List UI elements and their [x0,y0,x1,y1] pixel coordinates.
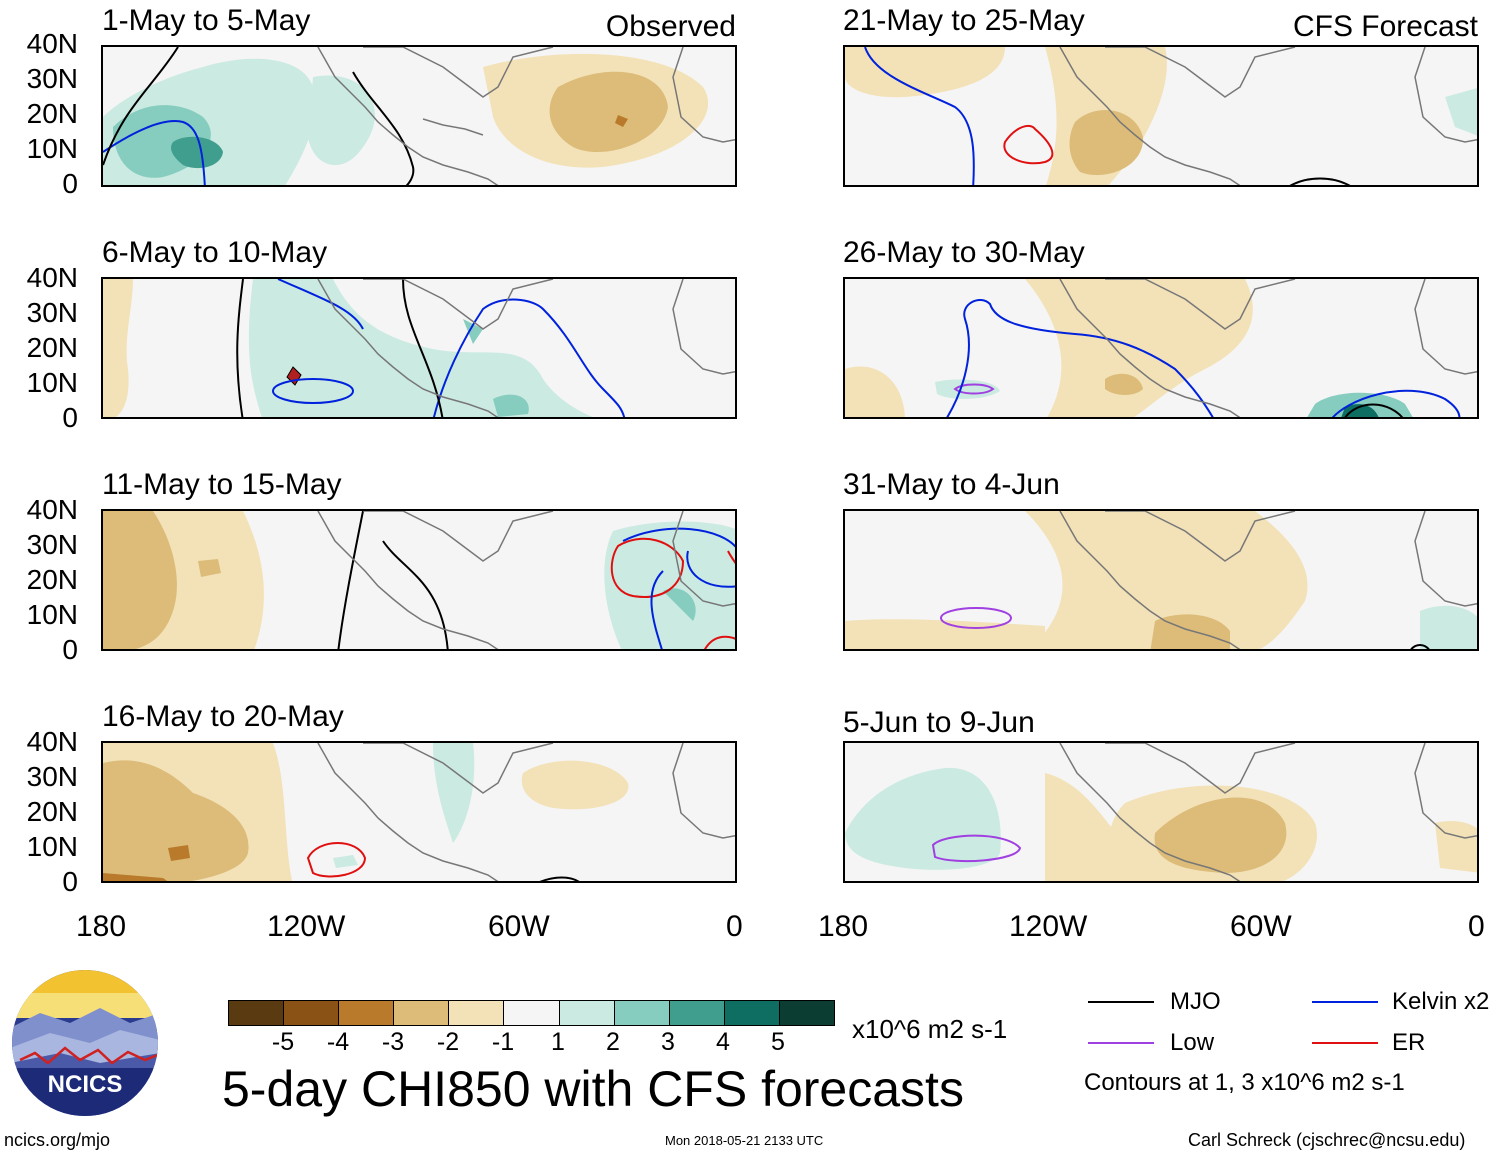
y-tick-40n: 40N [26,494,78,525]
colorbar-swatch [283,1001,339,1025]
colorbar-tick-label: 3 [661,1028,675,1056]
main-title: 5-day CHI850 with CFS forecasts [222,1061,964,1117]
panel-title-left-4: 16-May to 20-May [102,700,344,733]
legend-note: Contours at 1, 3 x10^6 m2 s-1 [1084,1069,1405,1096]
colorbar-tick-label: -3 [381,1028,405,1056]
legend-label-er: ER [1392,1029,1426,1056]
colorbar-swatch [723,1001,779,1025]
panel-title-right-3: 31-May to 4-Jun [843,468,1060,501]
colorbar-swatch [613,1001,669,1025]
map-panel-right-2 [843,277,1479,419]
footer-timestamp: Mon 2018-05-21 2133 UTC [665,1133,824,1148]
colorbar-tick-label: -1 [491,1028,515,1056]
map-panel-right-4 [843,741,1479,883]
y-tick-0: 0 [62,634,78,665]
legend-swatch-er [1312,1042,1378,1044]
colorbar-tick-label: -4 [326,1028,350,1056]
x-tick-180: 180 [76,910,127,943]
y-tick-20n: 20N [26,796,78,827]
y-tick-0: 0 [62,168,78,199]
y-tick-30n: 30N [26,529,78,560]
map-panel-left-1 [101,45,737,187]
x-tick-180: 180 [818,910,869,943]
panel-title-left-3: 11-May to 15-May [102,468,342,501]
cfs-forecast-label: CFS Forecast [1292,10,1478,43]
legend-label-mjo: MJO [1170,988,1221,1015]
map-panel-right-3 [843,509,1479,651]
colorbar-swatch [503,1001,559,1025]
colorbar-swatch [558,1001,614,1025]
x-tick-120w: 120W [267,910,346,943]
legend-swatch-mjo [1088,1001,1154,1003]
map-panel-left-2 [101,277,737,419]
footer-credit: Carl Schreck (cjschrec@ncsu.edu) [1188,1130,1466,1150]
y-tick-10n: 10N [26,831,78,862]
colorbar-swatch [393,1001,449,1025]
legend-label-low: Low [1170,1029,1215,1056]
y-tick-10n: 10N [26,133,78,164]
legend-swatch-kelvin [1312,1001,1378,1003]
colorbar-units: x10^6 m2 s-1 [852,1014,1008,1044]
y-tick-20n: 20N [26,332,78,363]
y-tick-10n: 10N [26,599,78,630]
colorbar-tick-label: -5 [271,1028,295,1056]
map-panel-left-3 [101,509,737,651]
panel-title-right-4: 5-Jun to 9-Jun [843,706,1035,739]
logo-text: NCICS [48,1071,123,1098]
colorbar-tick-label: 5 [771,1028,785,1056]
colorbar [228,1000,835,1026]
x-tick-60w: 60W [1230,910,1292,943]
legend-label-kelvin: Kelvin x2 [1392,988,1490,1015]
y-tick-40n: 40N [26,262,78,293]
y-tick-20n: 20N [26,564,78,595]
colorbar-swatch [778,1001,835,1025]
panel-title-right-1: 21-May to 25-May [843,4,1085,37]
map-panel-right-1 [843,45,1479,187]
x-tick-60w: 60W [488,910,550,943]
colorbar-swatch [338,1001,394,1025]
y-tick-10n: 10N [26,367,78,398]
y-tick-0: 0 [62,402,78,433]
panel-title-left-2: 6-May to 10-May [102,236,328,269]
colorbar-swatch [229,1001,284,1025]
colorbar-tick-label: 4 [716,1028,730,1056]
footer-url[interactable]: ncics.org/mjo [4,1130,111,1150]
y-tick-0: 0 [62,866,78,897]
observed-label: Observed [605,10,736,43]
colorbar-swatch [448,1001,504,1025]
legend-swatch-low [1088,1042,1154,1044]
colorbar-tick-label: 2 [606,1028,620,1056]
y-tick-30n: 30N [26,63,78,94]
panel-title-left-1: 1-May to 5-May [102,4,311,37]
x-tick-0: 0 [1468,910,1485,943]
y-tick-40n: 40N [26,726,78,757]
colorbar-labels: -5 -4 -3 -2 -1 1 2 3 4 5 [228,1030,833,1060]
x-tick-0: 0 [726,910,743,943]
y-tick-40n: 40N [26,28,78,59]
panel-title-right-2: 26-May to 30-May [843,236,1085,269]
y-tick-30n: 30N [26,761,78,792]
ncics-logo: NCICS [10,968,160,1118]
map-panel-left-4 [101,741,737,883]
y-tick-30n: 30N [26,297,78,328]
colorbar-tick-label: 1 [551,1028,565,1056]
y-tick-20n: 20N [26,98,78,129]
colorbar-swatch [668,1001,724,1025]
x-tick-120w: 120W [1009,910,1088,943]
colorbar-tick-label: -2 [436,1028,460,1056]
